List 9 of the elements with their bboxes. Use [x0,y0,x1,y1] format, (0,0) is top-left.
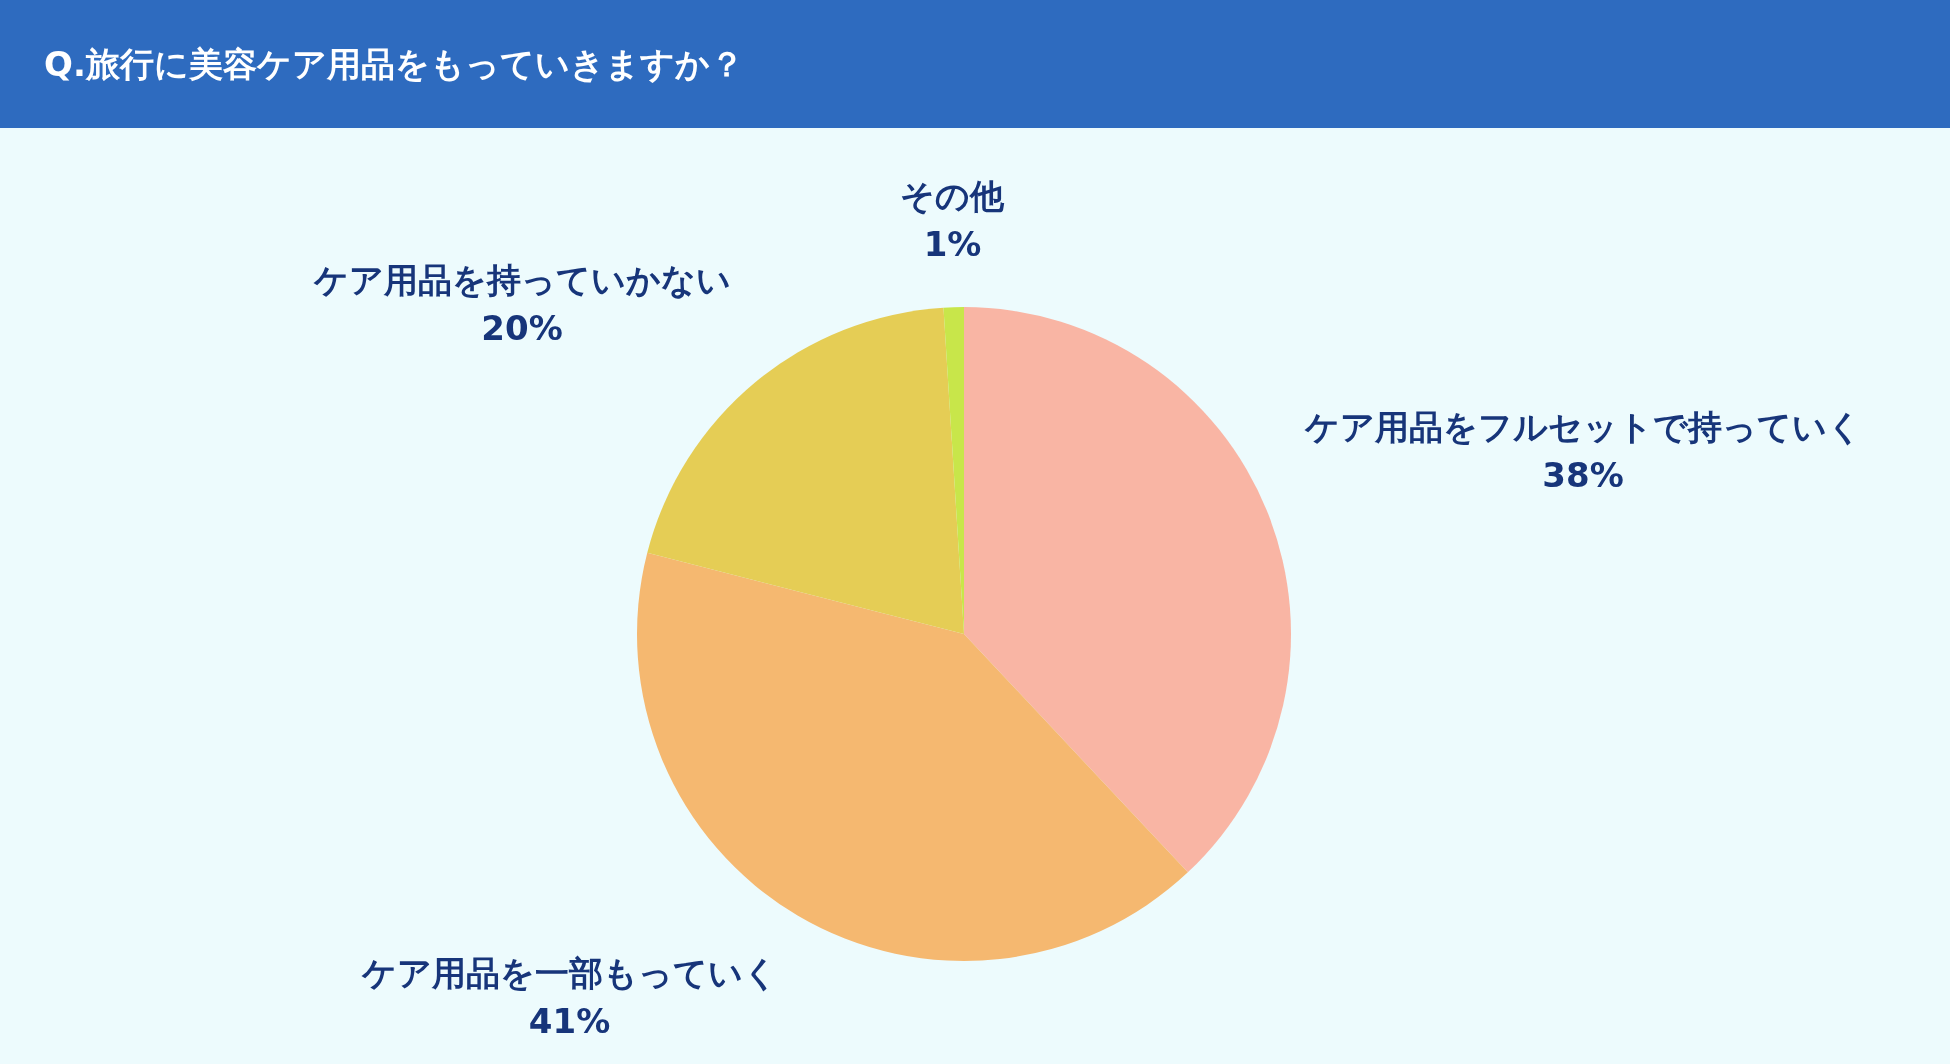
data-label: 38% [1542,455,1624,496]
data-label: 41% [528,1001,611,1042]
chart-title: Q.旅行に美容ケア用品をもっていきますか？ [44,44,744,84]
data-label: 1% [923,223,982,264]
slice-label: ケア用品を持っていかない [312,259,731,300]
slice-label: ケア用品を一部もっていく [360,953,778,994]
data-label: 20% [481,307,563,348]
slice-label: ケア用品をフルセットで持っていく [1303,407,1862,448]
slice-label: その他 [900,175,1006,216]
